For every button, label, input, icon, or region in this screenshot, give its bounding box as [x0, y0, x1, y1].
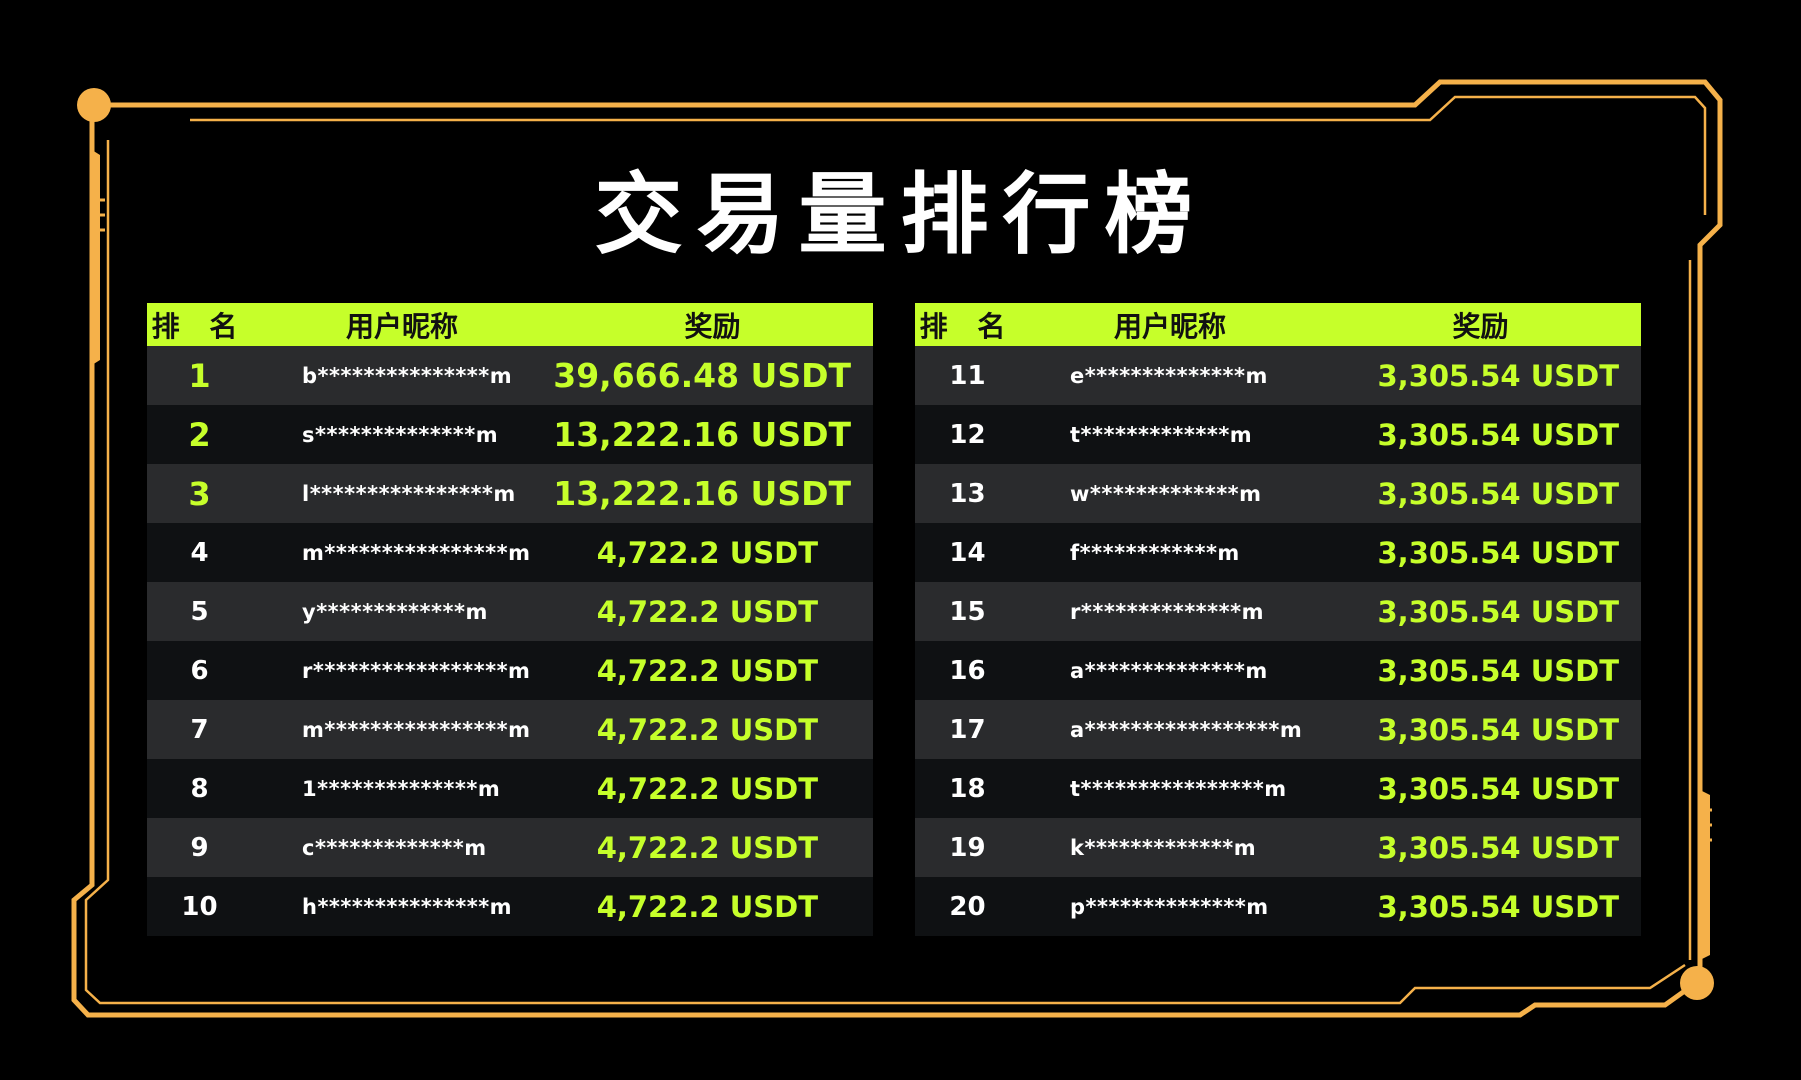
nickname-cell: k*************m — [1070, 835, 1257, 860]
table-row: 4 m****************m 4,722.2 USDT — [147, 523, 873, 582]
prize-cell: 4,722.2 USDT — [596, 771, 818, 806]
rank-cell: 6 — [190, 655, 209, 686]
prize-cell: 3,305.54 USDT — [1377, 417, 1620, 452]
rank-cell: 17 — [949, 714, 986, 745]
nickname-cell: e**************m — [1070, 363, 1268, 388]
prize-cell: 39,666.48 USDT — [553, 356, 851, 395]
table-header: 排 名 用户昵称 奖励 — [915, 303, 1641, 346]
prize-cell: 4,722.2 USDT — [596, 535, 818, 570]
prize-cell: 13,222.16 USDT — [553, 415, 851, 454]
prize-cell: 3,305.54 USDT — [1377, 594, 1620, 629]
nickname-header: 用户昵称 — [1113, 309, 1226, 343]
table-row: 3 l****************m 13,222.16 USDT — [147, 464, 873, 523]
table-row: 9 c*************m 4,722.2 USDT — [147, 818, 873, 877]
rank-cell: 9 — [190, 832, 209, 863]
rank-cell: 19 — [949, 832, 986, 863]
prize-header: 奖励 — [1452, 309, 1509, 343]
rank-cell: 15 — [949, 596, 986, 627]
table-row: 1 b***************m 39,666.48 USDT — [147, 346, 873, 405]
nickname-header: 用户昵称 — [345, 309, 458, 343]
prize-cell: 4,722.2 USDT — [596, 653, 818, 688]
table-row: 19 k*************m 3,305.54 USDT — [915, 818, 1641, 877]
rank-cell: 14 — [949, 537, 986, 568]
nickname-cell: m****************m — [302, 540, 531, 565]
nickname-cell: m****************m — [302, 717, 531, 742]
table-row: 12 t*************m 3,305.54 USDT — [915, 405, 1641, 464]
rank-cell: 10 — [181, 891, 218, 922]
prize-cell: 4,722.2 USDT — [596, 594, 818, 629]
table-row: 8 1**************m 4,722.2 USDT — [147, 759, 873, 818]
rank-cell: 18 — [949, 773, 986, 804]
rank-cell: 8 — [190, 773, 209, 804]
table-row: 10 h***************m 4,722.2 USDT — [147, 877, 873, 936]
rank-header: 排 名 — [151, 309, 248, 343]
table-row: 13 w*************m 3,305.54 USDT — [915, 464, 1641, 523]
nickname-cell: t*************m — [1070, 422, 1253, 447]
rank-cell: 16 — [949, 655, 986, 686]
prize-cell: 3,305.54 USDT — [1377, 712, 1620, 747]
prize-cell: 4,722.2 USDT — [596, 889, 818, 924]
table-row: 5 y*************m 4,722.2 USDT — [147, 582, 873, 641]
prize-cell: 3,305.54 USDT — [1377, 889, 1620, 924]
table-row: 17 a*****************m 3,305.54 USDT — [915, 700, 1641, 759]
nickname-cell: h***************m — [302, 894, 513, 919]
table-row: 18 t****************m 3,305.54 USDT — [915, 759, 1641, 818]
table-row: 2 s**************m 13,222.16 USDT — [147, 405, 873, 464]
nickname-cell: b***************m — [302, 363, 513, 388]
leaderboard-right: 排 名 用户昵称 奖励 11 e**************m 3,305.54… — [915, 303, 1641, 936]
prize-cell: 3,305.54 USDT — [1377, 476, 1620, 511]
nickname-cell: y*************m — [302, 599, 488, 624]
rank-cell: 3 — [188, 474, 211, 513]
prize-cell: 3,305.54 USDT — [1377, 358, 1620, 393]
nickname-cell: f************m — [1070, 540, 1240, 565]
rank-cell: 7 — [190, 714, 209, 745]
prize-cell: 3,305.54 USDT — [1377, 653, 1620, 688]
table-row: 6 r*****************m 4,722.2 USDT — [147, 641, 873, 700]
table-row: 20 p**************m 3,305.54 USDT — [915, 877, 1641, 936]
table-header: 排 名 用户昵称 奖励 — [147, 303, 873, 346]
rank-cell: 13 — [949, 478, 986, 509]
nickname-cell: a**************m — [1070, 658, 1268, 683]
prize-cell: 3,305.54 USDT — [1377, 535, 1620, 570]
rank-cell: 20 — [949, 891, 986, 922]
rank-cell: 12 — [949, 419, 986, 450]
prize-cell: 4,722.2 USDT — [596, 712, 818, 747]
rank-cell: 2 — [188, 415, 211, 454]
table-row: 11 e**************m 3,305.54 USDT — [915, 346, 1641, 405]
prize-cell: 3,305.54 USDT — [1377, 830, 1620, 865]
table-row: 15 r**************m 3,305.54 USDT — [915, 582, 1641, 641]
leaderboard-left: 排 名 用户昵称 奖励 1 b***************m 39,666.4… — [147, 303, 873, 936]
prize-header: 奖励 — [684, 309, 741, 343]
page-title: 交易量排行榜 — [594, 163, 1207, 266]
rank-cell: 11 — [949, 360, 986, 391]
nickname-cell: r*****************m — [302, 658, 531, 683]
nickname-cell: l****************m — [302, 481, 516, 506]
nickname-cell: w*************m — [1070, 481, 1262, 506]
nickname-cell: 1**************m — [302, 776, 501, 801]
prize-cell: 4,722.2 USDT — [596, 830, 818, 865]
prize-cell: 3,305.54 USDT — [1377, 771, 1620, 806]
nickname-cell: a*****************m — [1070, 717, 1303, 742]
nickname-cell: r**************m — [1070, 599, 1264, 624]
nickname-cell: c*************m — [302, 835, 487, 860]
nickname-cell: p**************m — [1070, 894, 1269, 919]
rank-cell: 4 — [190, 537, 209, 568]
prize-cell: 13,222.16 USDT — [553, 474, 851, 513]
table-row: 16 a**************m 3,305.54 USDT — [915, 641, 1641, 700]
table-row: 7 m****************m 4,722.2 USDT — [147, 700, 873, 759]
nickname-cell: s**************m — [302, 422, 499, 447]
table-row: 14 f************m 3,305.54 USDT — [915, 523, 1641, 582]
rank-cell: 5 — [190, 596, 209, 627]
rank-header: 排 名 — [919, 309, 1016, 343]
nickname-cell: t****************m — [1070, 776, 1287, 801]
rank-cell: 1 — [188, 356, 211, 395]
